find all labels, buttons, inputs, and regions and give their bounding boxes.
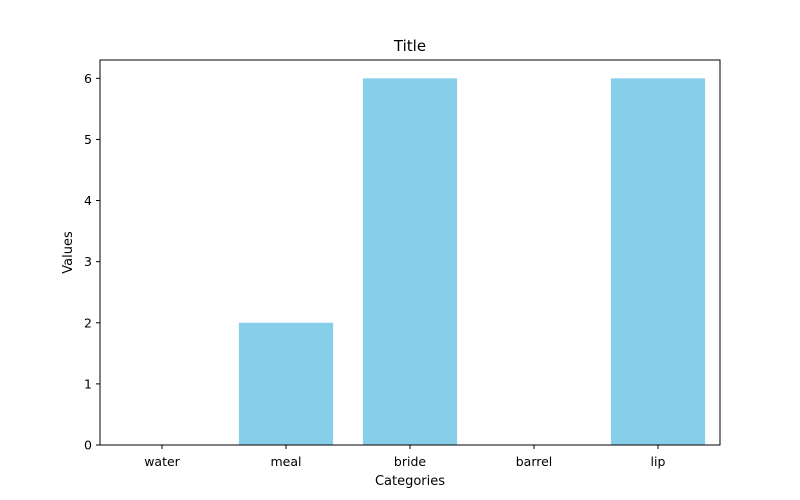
y-tick-label: 0 bbox=[84, 438, 92, 453]
bar-bride bbox=[362, 78, 458, 445]
y-tick-label: 1 bbox=[84, 376, 92, 391]
y-tick-label: 4 bbox=[84, 193, 92, 208]
x-axis-label: Categories bbox=[375, 474, 445, 489]
y-tick-label: 6 bbox=[84, 71, 92, 86]
bar-meal bbox=[238, 322, 334, 445]
y-tick-label: 2 bbox=[84, 315, 92, 330]
y-axis-label: Values bbox=[61, 231, 76, 274]
x-axis-ticks: water meal bride barrel lip bbox=[144, 445, 666, 469]
bars-group bbox=[238, 78, 706, 445]
x-tick-label: meal bbox=[271, 454, 302, 469]
chart-title: Title bbox=[393, 37, 426, 55]
x-tick-label: lip bbox=[651, 454, 666, 469]
bar-lip bbox=[610, 78, 706, 445]
x-tick-label: bride bbox=[394, 454, 426, 469]
x-tick-label: barrel bbox=[516, 454, 553, 469]
y-tick-label: 3 bbox=[84, 254, 92, 269]
y-axis-ticks: 0 1 2 3 4 5 6 bbox=[84, 71, 100, 453]
x-tick-label: water bbox=[144, 454, 180, 469]
y-tick-label: 5 bbox=[84, 132, 92, 147]
